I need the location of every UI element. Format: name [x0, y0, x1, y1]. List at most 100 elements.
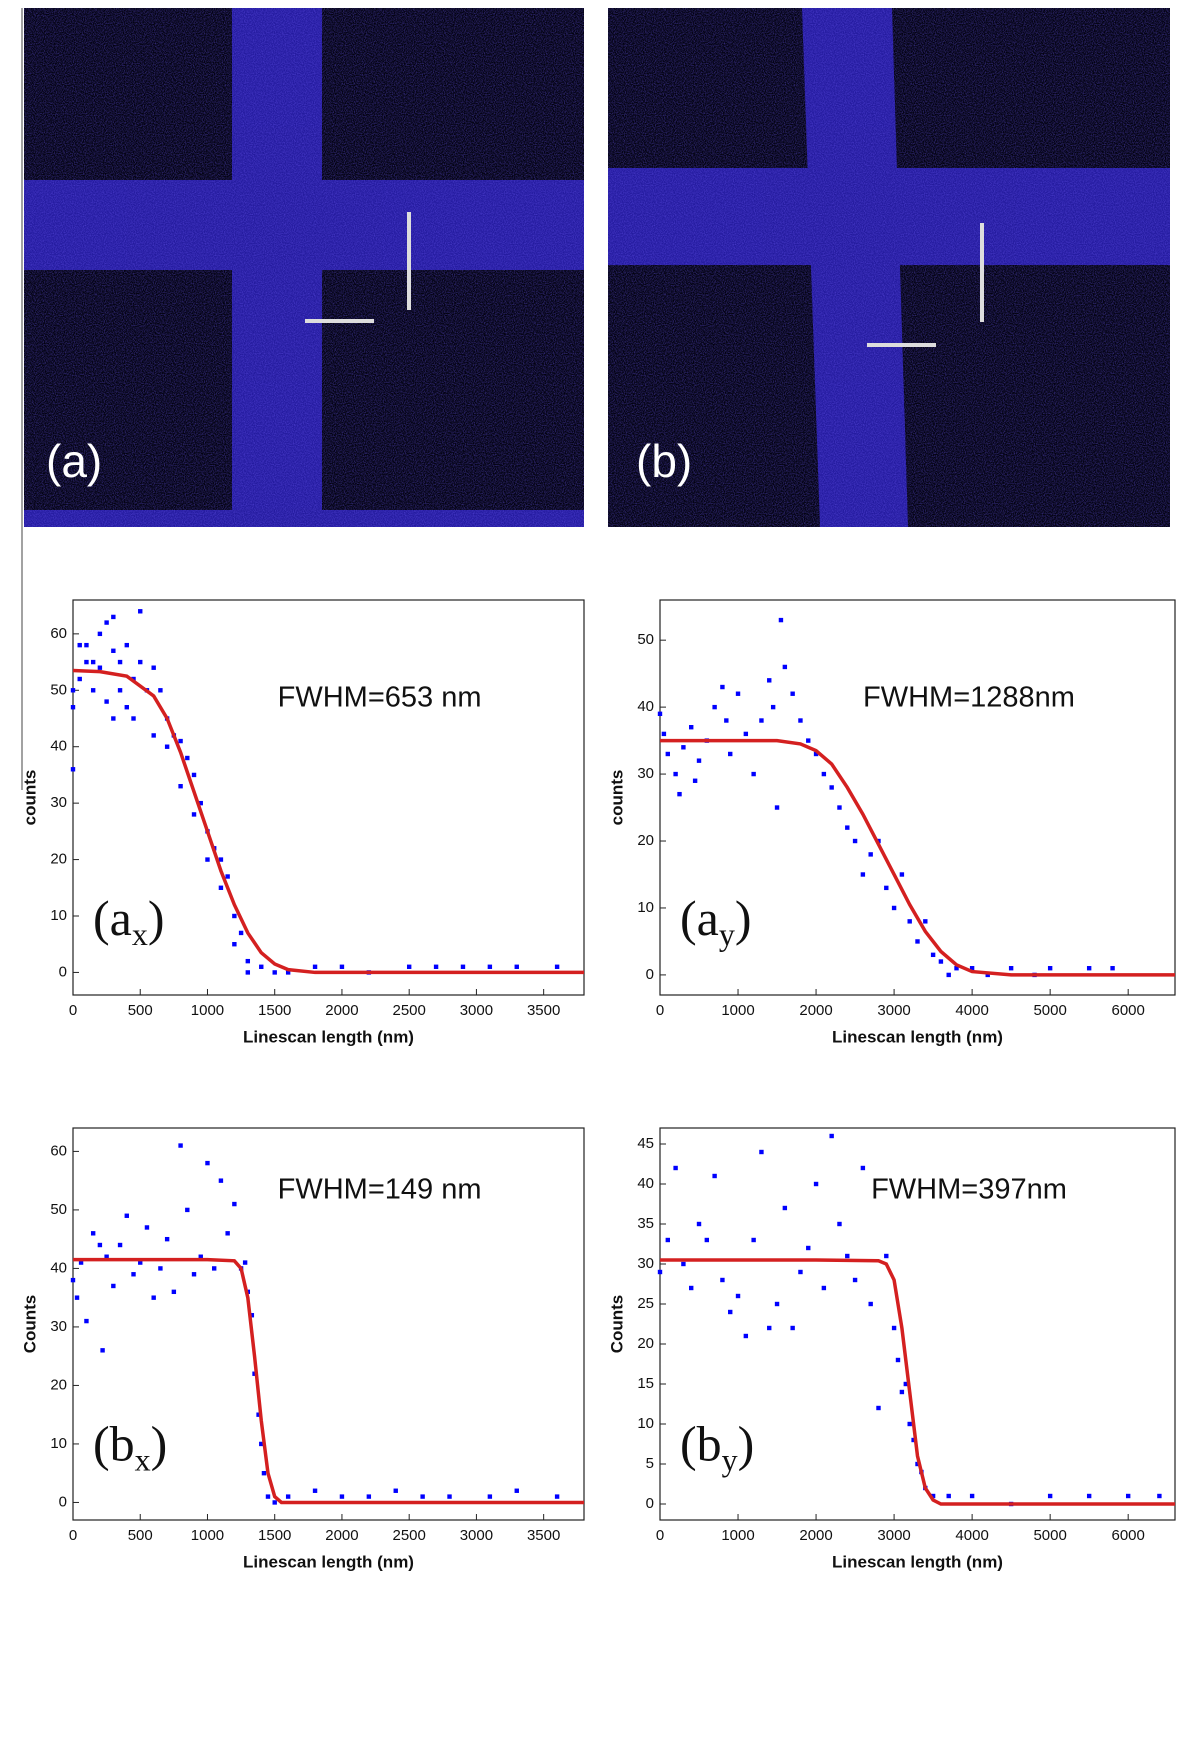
- y-tick-label: 20: [637, 1335, 654, 1352]
- data-point: [774, 1301, 780, 1307]
- data-point: [84, 642, 89, 648]
- data-point: [97, 1242, 103, 1248]
- fit-curve: [73, 1257, 584, 1505]
- data-point: [487, 1494, 493, 1499]
- y-axis-label: Counts: [20, 1295, 39, 1354]
- data-point: [487, 964, 493, 969]
- data-point: [845, 825, 850, 830]
- data-point: [712, 704, 717, 710]
- data-point: [930, 952, 936, 958]
- data-point: [938, 959, 944, 964]
- data-point: [860, 1165, 866, 1171]
- x-tick-label: 500: [128, 1002, 153, 1019]
- data-point: [138, 1260, 143, 1265]
- data-point: [759, 718, 764, 723]
- data-point: [117, 1242, 123, 1248]
- x-tick-label: 6000: [1111, 1527, 1144, 1544]
- data-point: [191, 772, 197, 778]
- data-point: [907, 919, 912, 924]
- panel-label-part: y: [719, 916, 735, 952]
- data-point: [272, 1500, 277, 1505]
- data-point: [852, 1277, 858, 1283]
- data-point: [1110, 966, 1115, 971]
- data-point: [218, 1178, 224, 1183]
- data-point: [252, 1371, 257, 1376]
- annotation: FWHM=149 nm: [278, 1173, 482, 1205]
- data-point: [852, 838, 858, 844]
- y-tick-label: 0: [59, 963, 67, 980]
- data-point: [366, 1494, 372, 1499]
- fit-curve: [660, 1258, 1175, 1506]
- data-point: [696, 758, 702, 763]
- data-point: [806, 1245, 811, 1251]
- y-tick-label: 0: [59, 1493, 67, 1510]
- data-point: [238, 930, 244, 936]
- panel-label-part: y: [722, 1442, 738, 1478]
- x-tick-label: 3000: [460, 1527, 493, 1544]
- x-axis-label: Linescan length (nm): [832, 1552, 1003, 1571]
- panel-label-part: (a: [93, 890, 132, 946]
- data-point: [821, 1285, 827, 1291]
- y-tick-label: 50: [50, 681, 67, 698]
- data-point: [447, 1494, 452, 1499]
- data-point: [554, 964, 560, 969]
- data-point: [677, 791, 682, 797]
- data-point: [460, 964, 466, 969]
- data-point: [689, 725, 694, 730]
- data-point: [124, 705, 129, 710]
- x-tick-label: 3000: [877, 1527, 910, 1544]
- panel-label-part: (b: [93, 1416, 135, 1472]
- data-point: [891, 1325, 897, 1331]
- data-point: [665, 751, 671, 757]
- fit-curve: [660, 738, 1175, 977]
- y-axis-label: counts: [20, 770, 39, 826]
- panel-label-part: ): [738, 1416, 755, 1472]
- data-point: [285, 970, 291, 975]
- y-tick-label: 45: [637, 1135, 654, 1152]
- data-point: [673, 1165, 678, 1171]
- data-point: [90, 1231, 96, 1236]
- x-tick-label: 2500: [392, 1002, 425, 1019]
- y-tick-label: 0: [646, 966, 654, 983]
- y-tick-label: 40: [50, 1259, 67, 1276]
- x-axis-label: Linescan length (nm): [832, 1027, 1003, 1046]
- data-point: [104, 1254, 109, 1259]
- y-tick-label: 50: [50, 1201, 67, 1218]
- data-point: [1047, 966, 1053, 971]
- data-point: [198, 1254, 203, 1259]
- data-point: [915, 939, 920, 944]
- data-point: [751, 771, 756, 777]
- x-tick-label: 4000: [955, 1002, 988, 1019]
- data-point: [720, 684, 725, 690]
- data-point: [790, 1325, 795, 1331]
- data-point: [954, 966, 959, 971]
- y-tick-label: 30: [637, 765, 654, 782]
- data-point: [84, 1318, 89, 1324]
- data-point: [829, 1133, 834, 1139]
- x-tick-label: 2000: [325, 1527, 358, 1544]
- data-point: [285, 1494, 291, 1499]
- y-tick-label: 30: [637, 1255, 654, 1272]
- data-point: [261, 1470, 267, 1476]
- data-point: [876, 1405, 881, 1411]
- micrograph: (a): [24, 8, 584, 527]
- data-point: [884, 1253, 889, 1259]
- data-point: [782, 664, 788, 670]
- image-label: (a): [46, 435, 102, 487]
- data-point: [1086, 966, 1092, 971]
- x-tick-label: 3000: [877, 1002, 910, 1019]
- data-point: [735, 691, 741, 696]
- data-point: [205, 1160, 210, 1166]
- data-point: [1008, 966, 1014, 971]
- data-point: [813, 1181, 819, 1187]
- data-point: [767, 1325, 772, 1331]
- data-point: [151, 733, 156, 738]
- x-tick-label: 0: [69, 1002, 77, 1019]
- x-tick-label: 5000: [1033, 1002, 1066, 1019]
- data-point: [178, 738, 183, 744]
- data-point: [185, 1207, 190, 1213]
- data-point: [868, 852, 873, 857]
- data-point: [884, 885, 889, 891]
- y-tick-label: 10: [50, 907, 67, 924]
